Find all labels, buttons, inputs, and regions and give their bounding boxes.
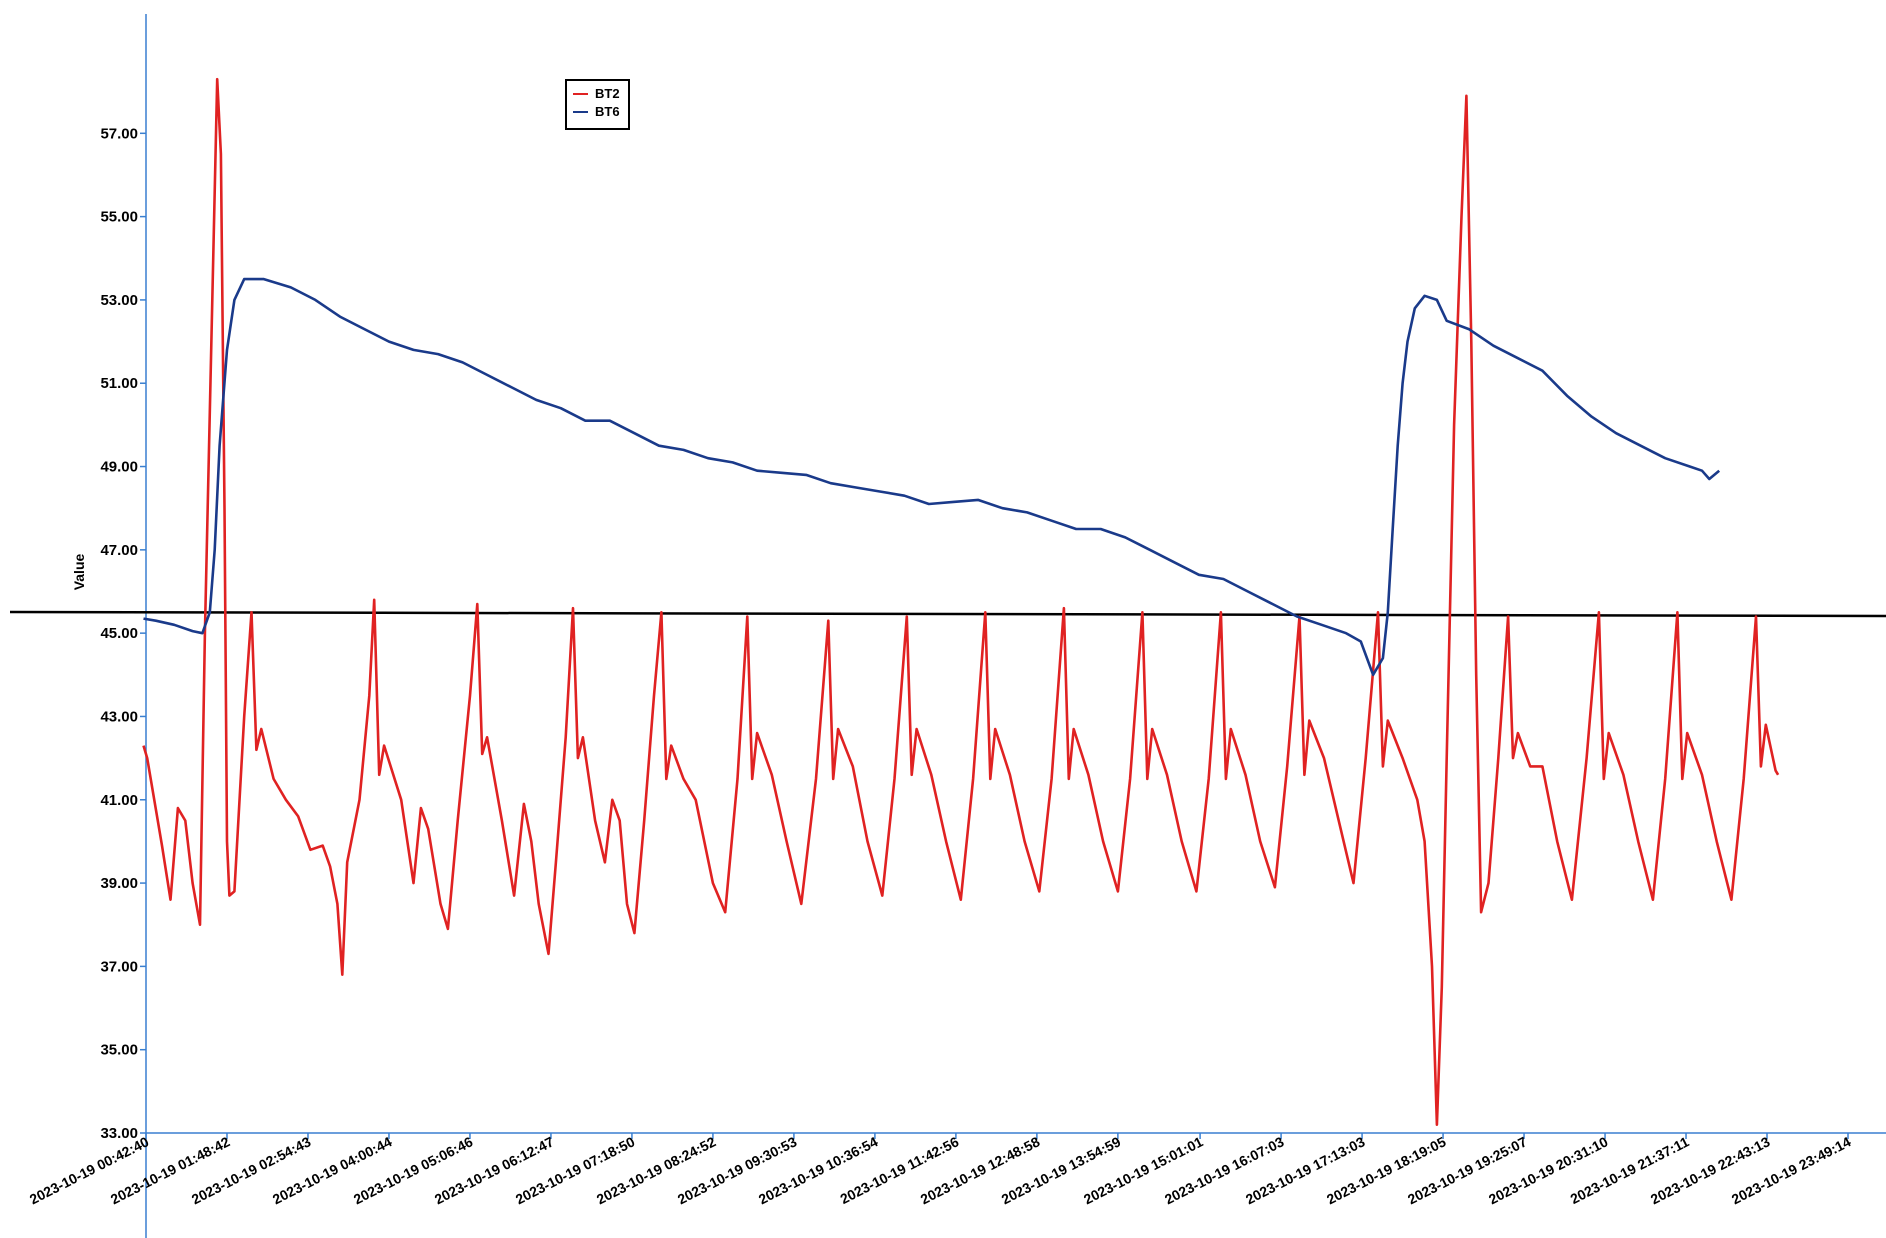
series-line-bt2: [142, 77, 1780, 1126]
y-tick-label: 41.00: [100, 792, 138, 809]
series-group: [142, 77, 1780, 1126]
y-tick-label: 57.00: [100, 125, 138, 142]
y-axis-title: Value: [71, 554, 87, 591]
y-axis: 57.00 55.00 53.00 51.00 49.00 47.00 45.00 43.00…: [71, 14, 147, 1238]
y-tick-label: 55.00: [100, 209, 138, 226]
y-tick-group: 57.00 55.00 53.00 51.00 49.00 47.00 45.00 43.00…: [100, 125, 146, 1142]
y-tick-label: 43.00: [100, 708, 138, 725]
legend-label-bt2: BT2: [595, 86, 620, 101]
y-tick-label: 49.00: [100, 459, 138, 476]
y-tick-label: 39.00: [100, 875, 138, 892]
y-tick-label: 53.00: [100, 292, 138, 309]
y-tick-label: 51.00: [100, 375, 138, 392]
y-tick-label: 37.00: [100, 958, 138, 975]
y-tick-label: 35.00: [100, 1042, 138, 1059]
reference-line: [9, 610, 1886, 618]
series-line-bt6: [143, 277, 1721, 677]
y-tick-label: 47.00: [100, 542, 138, 559]
legend: BT2 BT6: [565, 79, 630, 130]
legend-box: [565, 79, 630, 130]
y-tick-label: 33.00: [100, 1125, 138, 1142]
y-tick-label: 45.00: [100, 625, 138, 642]
legend-label-bt6: BT6: [595, 104, 620, 119]
